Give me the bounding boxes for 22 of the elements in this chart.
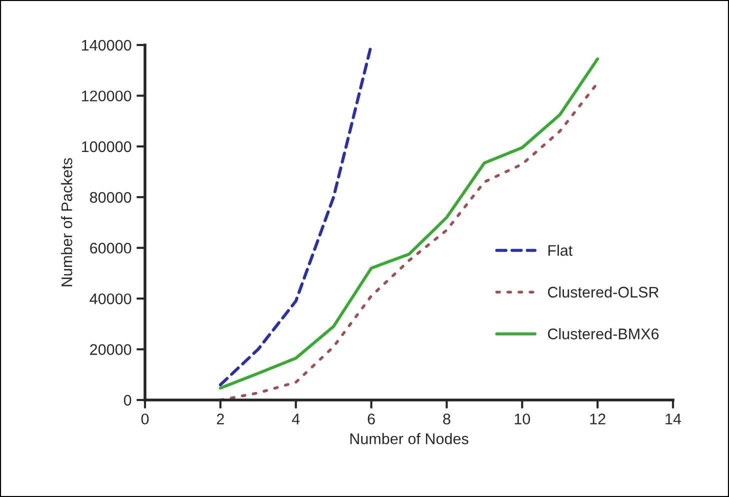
legend-label: Clustered-BMX6 bbox=[548, 328, 659, 340]
legend-label: Flat bbox=[548, 244, 573, 256]
x-tick-label: 8 bbox=[443, 414, 450, 424]
x-tick-label: 12 bbox=[590, 414, 606, 424]
x-tick-label: 10 bbox=[514, 414, 530, 424]
y-tick-label: 60000 bbox=[90, 242, 132, 254]
y-axis-title: Number of Packets bbox=[61, 158, 72, 286]
x-tick-label: 6 bbox=[368, 414, 375, 424]
x-tick-label: 4 bbox=[292, 414, 300, 424]
x-tick-label: 14 bbox=[666, 414, 682, 424]
y-tick-label: 80000 bbox=[90, 192, 132, 203]
y-tick-label: 0 bbox=[124, 394, 132, 406]
y-tick-label: 140000 bbox=[82, 40, 132, 51]
line-series bbox=[218, 45, 373, 386]
x-tick-label: 0 bbox=[141, 414, 149, 424]
legend-label: Clustered-OLSR bbox=[548, 286, 659, 298]
y-tick-label: 40000 bbox=[90, 293, 132, 304]
x-axis-title: Number of Nodes bbox=[350, 432, 468, 444]
y-tick-label: 20000 bbox=[90, 344, 132, 355]
y-tick-label: 120000 bbox=[82, 90, 132, 102]
x-tick-label: 2 bbox=[216, 414, 224, 424]
y-tick-label: 100000 bbox=[82, 141, 132, 152]
